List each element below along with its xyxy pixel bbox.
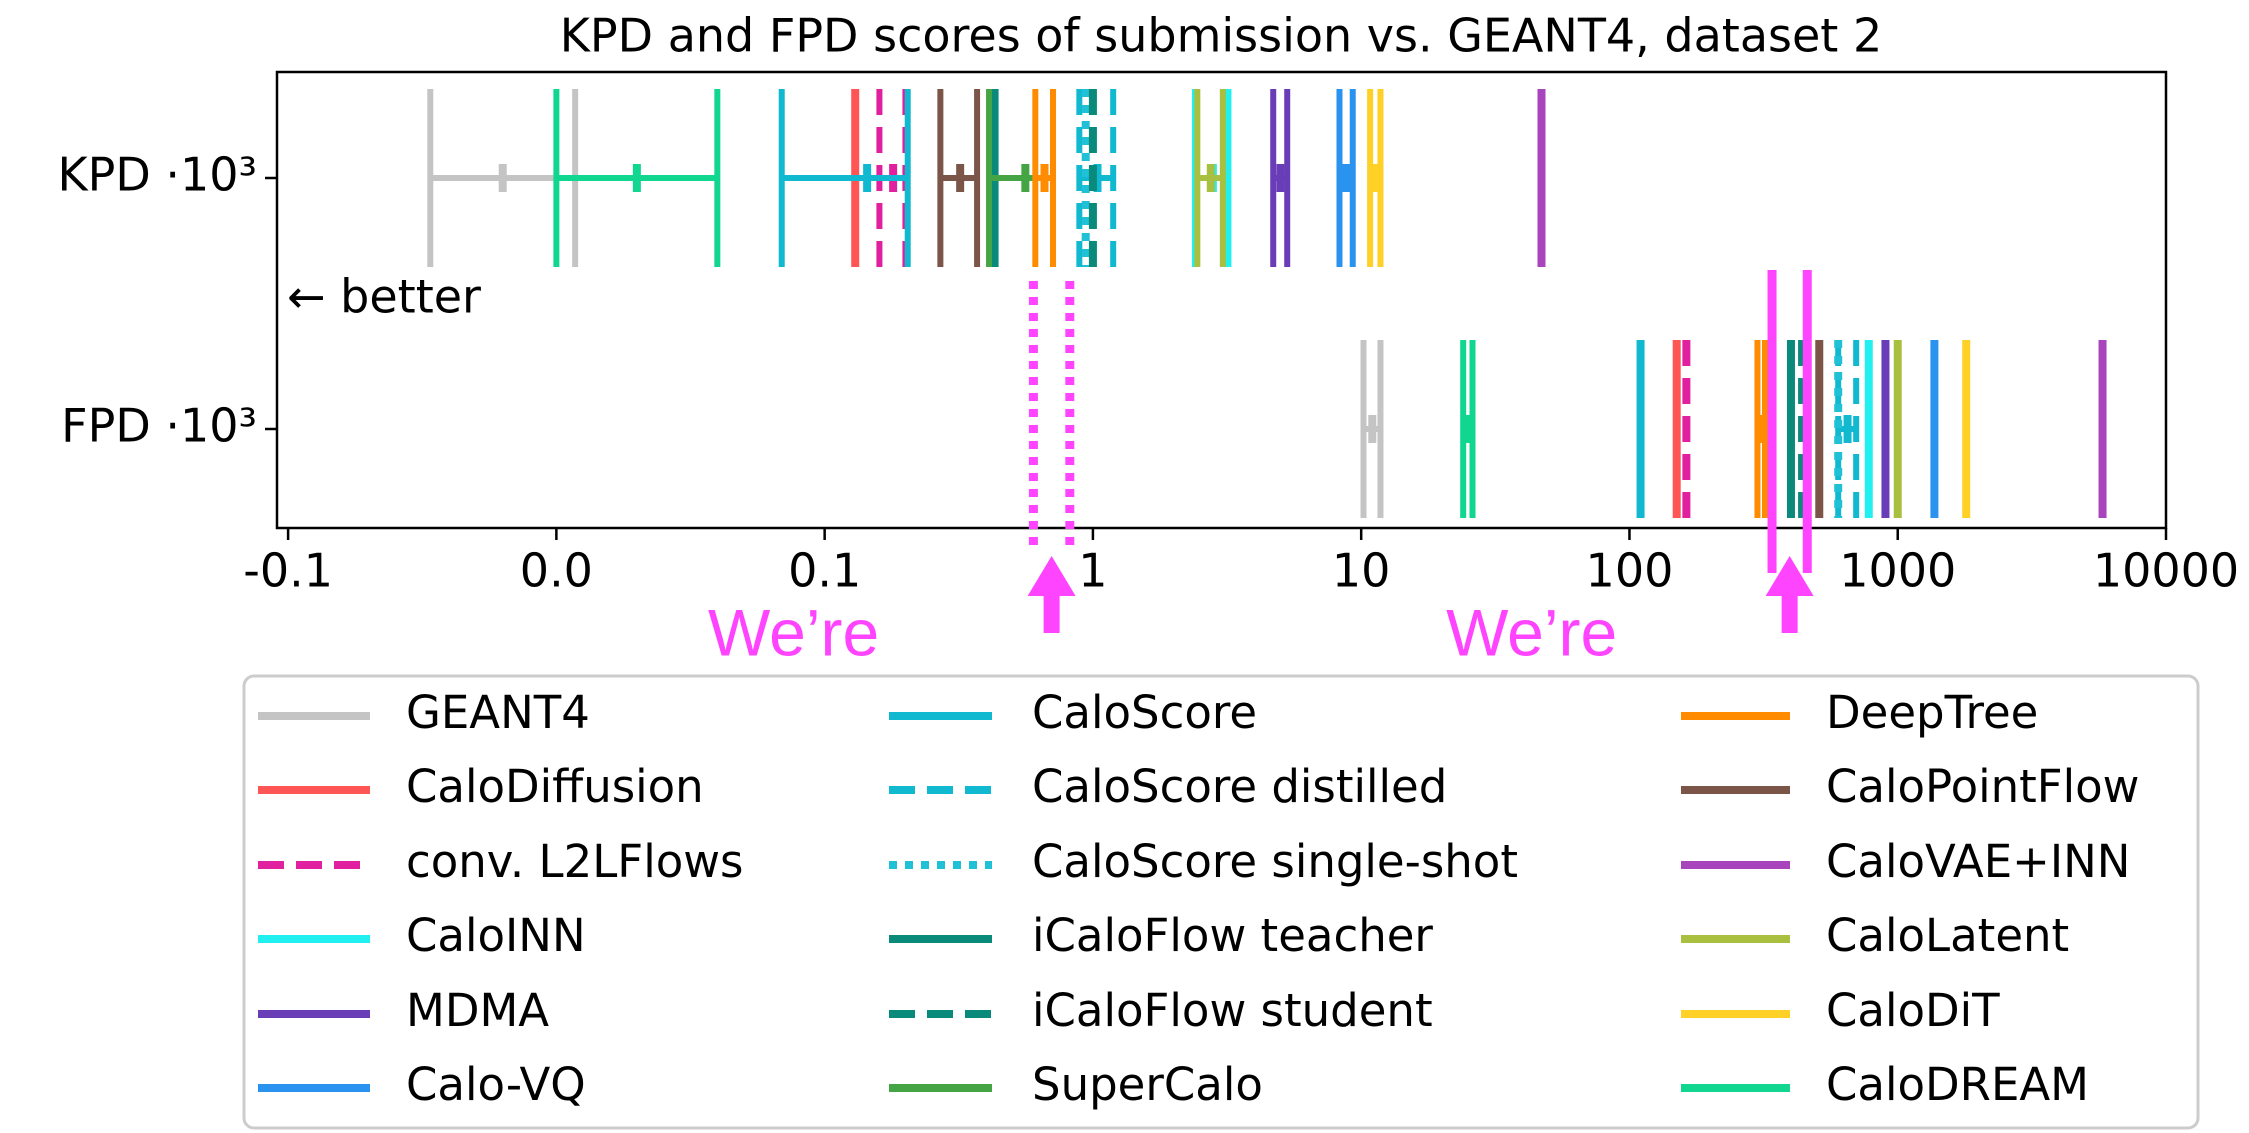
chart-title: KPD and FPD scores of submission vs. GEA… xyxy=(560,9,1882,63)
error-bar xyxy=(1360,340,1384,518)
legend-label: GEANT4 xyxy=(406,686,590,739)
legend-label: Calo-VQ xyxy=(406,1058,586,1111)
x-tick-label: 0.0 xyxy=(520,544,593,598)
plot-frame xyxy=(275,70,2168,530)
better-annotation: ← better xyxy=(287,270,481,324)
error-bar xyxy=(1032,89,1057,267)
error-bar xyxy=(1754,340,1768,518)
y-tick-label: FPD ·10³ xyxy=(61,399,257,453)
legend-label: iCaloFlow student xyxy=(1032,984,1433,1037)
error-bar xyxy=(1336,89,1356,267)
error-bar xyxy=(1270,89,1291,267)
error-bar xyxy=(1367,89,1384,267)
x-tick-label: 1 xyxy=(1078,544,1107,598)
error-bar xyxy=(1835,340,1860,518)
legend-label: CaloDREAM xyxy=(1826,1058,2089,1111)
x-tick-label: 1000 xyxy=(1839,544,1956,598)
legend-label: CaloScore xyxy=(1032,686,1257,739)
legend-label: CaloPointFlow xyxy=(1826,760,2139,813)
highlight-arrow xyxy=(1765,556,1814,633)
x-tick-label: -0.1 xyxy=(243,544,333,598)
legend-label: CaloINN xyxy=(406,909,586,962)
legend-label: iCaloFlow teacher xyxy=(1032,909,1433,962)
highlight-label: We’re xyxy=(708,595,879,669)
legend-label: CaloScore single-shot xyxy=(1032,835,1518,888)
legend-label: CaloVAE+INN xyxy=(1826,835,2130,888)
legend-label: conv. L2LFlows xyxy=(406,835,743,888)
error-bar xyxy=(937,89,981,267)
legend-label: SuperCalo xyxy=(1032,1058,1263,1111)
legend-label: DeepTree xyxy=(1826,686,2038,739)
error-bar xyxy=(1194,89,1226,267)
legend-label: MDMA xyxy=(406,984,549,1037)
error-bar xyxy=(778,89,911,267)
highlight-arrow xyxy=(1027,556,1076,633)
legend-label: CaloScore distilled xyxy=(1032,760,1447,813)
legend-label: CaloDiT xyxy=(1826,984,2000,1037)
error-bar xyxy=(553,89,721,267)
x-tick-label: 10 xyxy=(1332,544,1391,598)
y-tick-label: KPD ·10³ xyxy=(57,148,257,202)
x-tick-label: 100 xyxy=(1586,544,1674,598)
legend-label: CaloDiffusion xyxy=(406,760,704,813)
highlight-label: We’re xyxy=(1446,595,1617,669)
x-tick-label: 10000 xyxy=(2093,544,2239,598)
legend-label: CaloLatent xyxy=(1826,909,2069,962)
error-bar xyxy=(1460,340,1476,518)
x-tick-label: 0.1 xyxy=(788,544,861,598)
